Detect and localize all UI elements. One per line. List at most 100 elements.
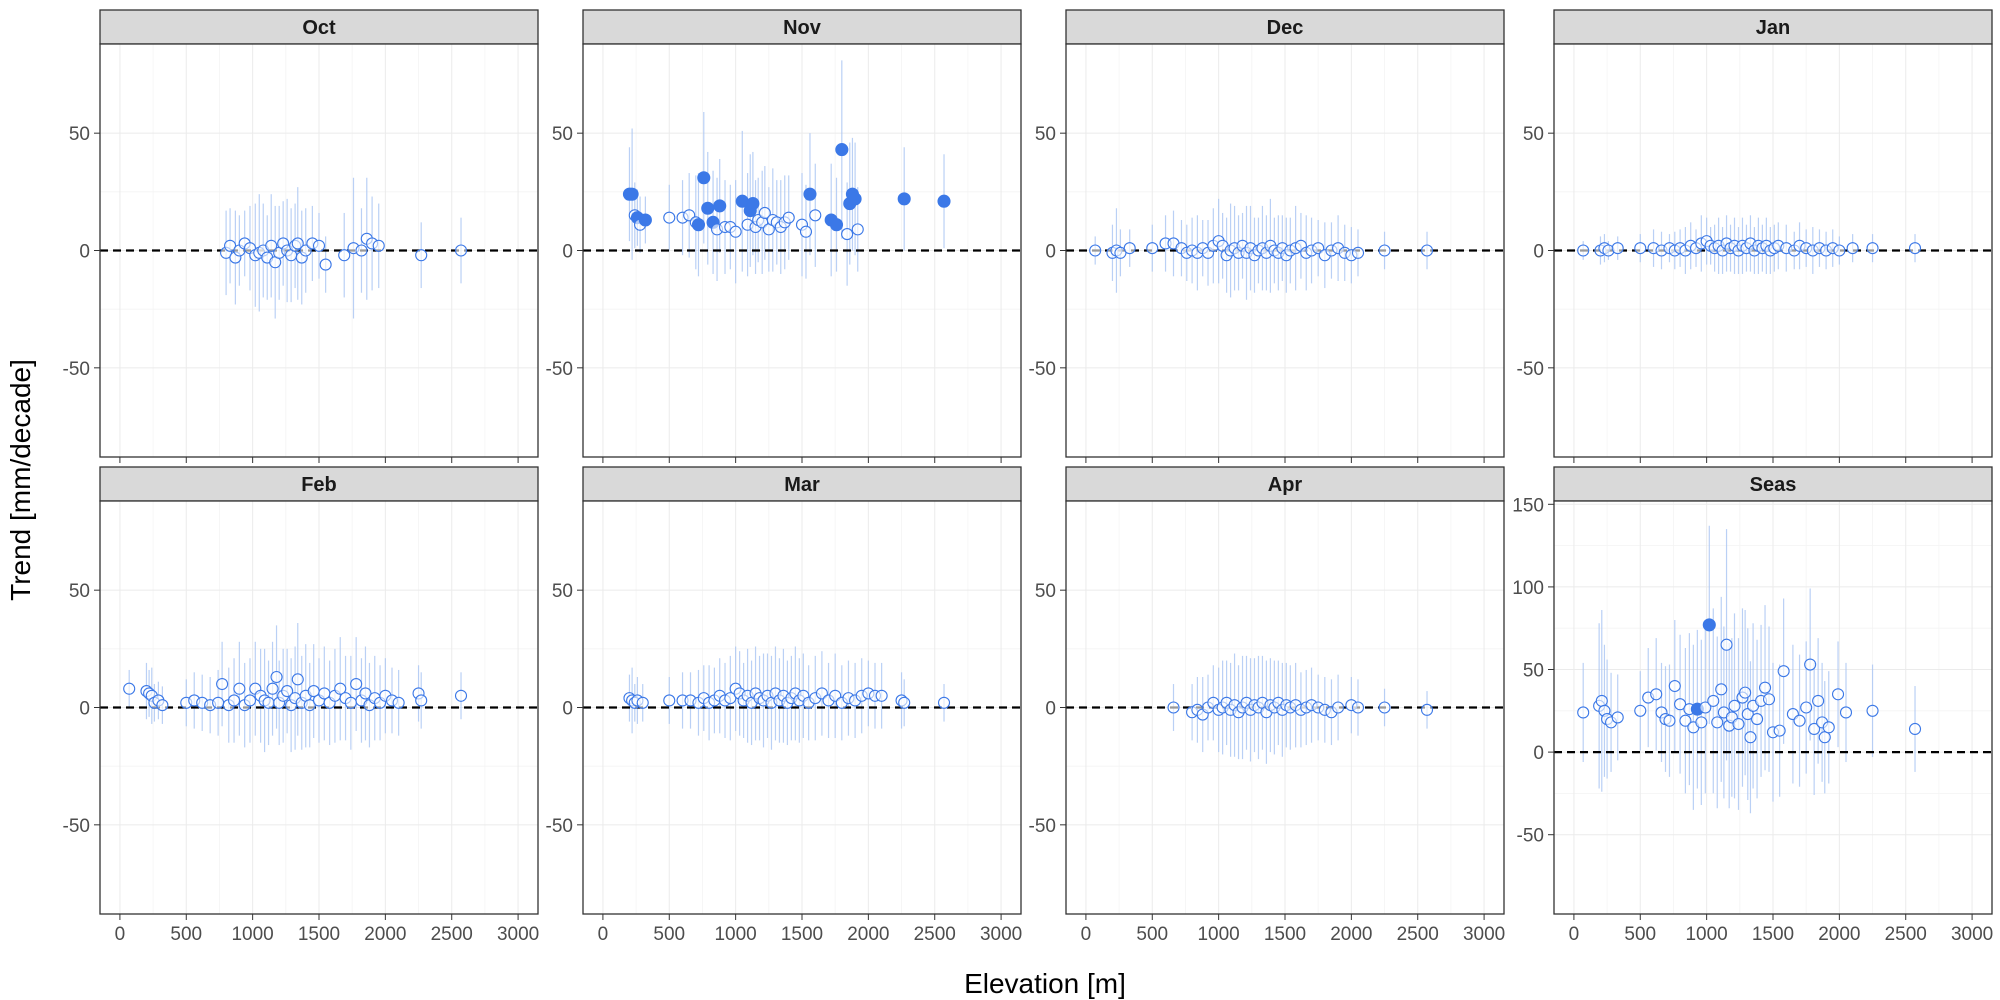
x-tick-label: 2000 bbox=[847, 924, 889, 945]
data-point bbox=[1908, 722, 1922, 736]
data-point bbox=[1822, 721, 1835, 734]
data-point bbox=[372, 239, 385, 252]
y-tick-label: 0 bbox=[1045, 699, 1056, 720]
x-tick-label: 2500 bbox=[431, 924, 473, 945]
data-point bbox=[1611, 711, 1624, 724]
data-point bbox=[1715, 683, 1728, 696]
y-tick-label: -50 bbox=[1517, 826, 1544, 847]
data-point bbox=[1378, 244, 1391, 257]
data-point bbox=[233, 682, 246, 695]
data-point bbox=[1679, 714, 1692, 727]
data-point bbox=[344, 696, 357, 709]
x-tick-label: 2500 bbox=[914, 924, 956, 945]
y-tick-label: 0 bbox=[1533, 743, 1544, 764]
data-point bbox=[415, 249, 428, 262]
data-point bbox=[123, 682, 136, 695]
panel-border bbox=[1065, 43, 1505, 458]
y-tick-label: 50 bbox=[1523, 124, 1544, 145]
y-tick-label: 50 bbox=[552, 581, 573, 602]
data-point bbox=[729, 225, 742, 238]
data-point bbox=[1818, 731, 1831, 744]
data-point bbox=[1595, 694, 1608, 707]
data-point bbox=[782, 211, 795, 224]
data-point bbox=[1728, 699, 1741, 712]
data-point bbox=[228, 694, 241, 707]
data-point bbox=[1699, 701, 1712, 714]
y-tick-label: 0 bbox=[1045, 242, 1056, 263]
data-point bbox=[216, 677, 229, 691]
x-axis-title: Elevation [m] bbox=[964, 968, 1126, 999]
data-point-significant bbox=[713, 199, 727, 213]
data-point-significant bbox=[638, 213, 652, 227]
data-point bbox=[1146, 242, 1159, 255]
facet-panels: Oct050010001500200025003000-50050Nov0500… bbox=[63, 9, 1993, 945]
y-tick-label: 100 bbox=[1512, 578, 1544, 599]
x-tick-label: 2500 bbox=[1885, 924, 1927, 945]
x-tick-label: 1000 bbox=[231, 924, 273, 945]
data-point bbox=[156, 699, 169, 712]
panel-border bbox=[99, 43, 539, 458]
y-tick-label: -50 bbox=[1029, 359, 1056, 380]
data-point bbox=[1674, 698, 1687, 711]
data-point bbox=[1711, 716, 1724, 729]
data-point-significant bbox=[1702, 618, 1716, 632]
x-tick-label: 500 bbox=[653, 924, 685, 945]
data-point bbox=[1866, 704, 1879, 717]
x-tick-label: 1000 bbox=[1685, 924, 1727, 945]
facet-panel-mar: Mar 0 500 1000 1500 2000 2500 3000 -50 0 50 bbox=[546, 466, 1022, 945]
x-tick-label: 3000 bbox=[1951, 924, 1993, 945]
x-tick-label: 0 bbox=[1081, 924, 1092, 945]
x-tick-label: 3000 bbox=[980, 924, 1022, 945]
data-point bbox=[1611, 242, 1624, 255]
data-point-significant bbox=[848, 192, 862, 206]
data-point bbox=[758, 206, 771, 220]
y-tick-label: 50 bbox=[1035, 581, 1056, 602]
data-point bbox=[265, 239, 278, 252]
data-point bbox=[841, 228, 854, 241]
x-tick-label: 1000 bbox=[1197, 924, 1239, 945]
data-point bbox=[1839, 706, 1853, 719]
data-point bbox=[1663, 714, 1676, 727]
facet-strip bbox=[1065, 466, 1505, 502]
data-point bbox=[1634, 242, 1647, 255]
y-tick-label: -50 bbox=[1517, 359, 1544, 380]
data-point bbox=[799, 225, 813, 238]
data-point bbox=[1812, 694, 1825, 707]
data-point bbox=[1720, 638, 1733, 651]
facet-strip bbox=[99, 466, 539, 502]
facet-strip-label: Oct bbox=[302, 17, 336, 39]
facet-strip-label: Apr bbox=[1268, 474, 1303, 496]
x-tick-label: 1000 bbox=[714, 924, 756, 945]
data-point bbox=[1793, 714, 1806, 727]
data-point bbox=[1577, 244, 1590, 257]
facet-strip-label: Feb bbox=[301, 474, 337, 496]
data-point bbox=[1758, 681, 1772, 694]
x-tick-label: 3000 bbox=[497, 924, 539, 945]
y-tick-label: 50 bbox=[1035, 124, 1056, 145]
data-point bbox=[291, 673, 304, 686]
data-point bbox=[454, 244, 468, 257]
y-tick-label: 50 bbox=[1523, 661, 1544, 682]
x-tick-label: 3000 bbox=[1463, 924, 1505, 945]
data-point bbox=[281, 685, 294, 698]
data-point bbox=[1773, 724, 1786, 737]
facet-strip bbox=[1553, 9, 1993, 45]
x-tick-label: 500 bbox=[1136, 924, 1168, 945]
x-tick-label: 1500 bbox=[1752, 924, 1794, 945]
data-point bbox=[1707, 694, 1720, 707]
data-point bbox=[1650, 688, 1663, 701]
data-point bbox=[636, 696, 649, 709]
y-tick-label: 0 bbox=[79, 242, 90, 263]
data-point bbox=[1577, 706, 1590, 719]
x-tick-label: 0 bbox=[1569, 924, 1580, 945]
x-tick-label: 2000 bbox=[1818, 924, 1860, 945]
x-tick-label: 500 bbox=[1624, 924, 1656, 945]
x-tick-label: 0 bbox=[598, 924, 609, 945]
data-point bbox=[1908, 242, 1922, 255]
data-point bbox=[1332, 701, 1345, 714]
data-point-significant bbox=[835, 143, 849, 157]
data-point bbox=[338, 249, 351, 262]
